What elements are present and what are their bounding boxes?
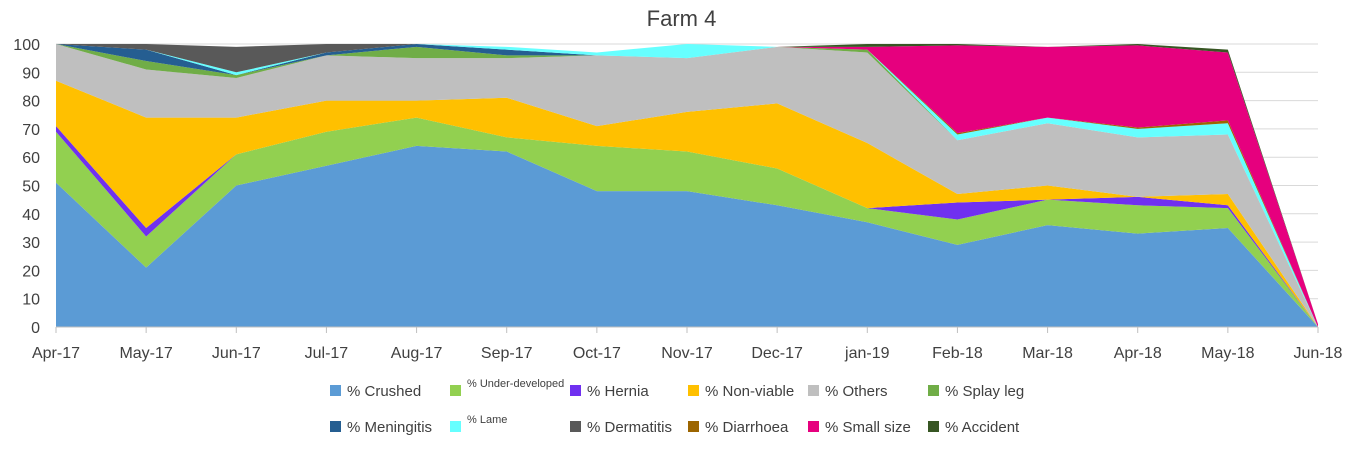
y-tick-label: 100: [13, 37, 40, 54]
x-tick-label: May-17: [119, 345, 172, 362]
legend-swatch-others: [808, 385, 819, 396]
x-tick-label: Jun-17: [212, 345, 261, 362]
legend-label-lame: % Lame: [467, 414, 507, 426]
legend-swatch-hernia: [570, 385, 581, 396]
legend-swatch-lame: [450, 421, 461, 432]
x-tick-label: Oct-17: [573, 345, 621, 362]
x-tick-label: Jun-18: [1294, 345, 1343, 362]
y-tick-label: 20: [22, 263, 40, 280]
x-tick-label: jan-19: [844, 345, 890, 362]
legend-swatch-non-viable: [688, 385, 699, 396]
y-tick-label: 90: [22, 65, 40, 82]
area-series-under-developed: [56, 117, 1318, 327]
y-tick-label: 60: [22, 150, 40, 167]
legend-swatch-accident: [928, 421, 939, 432]
legend-swatch-diarrhoea: [688, 421, 699, 432]
x-tick-label: Apr-18: [1114, 345, 1162, 362]
legend-label-crushed: % Crushed: [347, 383, 421, 400]
area-layer: [56, 44, 1318, 327]
y-tick-label: 10: [22, 292, 40, 309]
legend-label-accident: % Accident: [945, 419, 1020, 436]
legend-swatch-splay-leg: [928, 385, 939, 396]
y-tick-label: 40: [22, 207, 40, 224]
x-tick-label: Mar-18: [1022, 345, 1073, 362]
x-tick-label: Nov-17: [661, 345, 713, 362]
legend-swatch-crushed: [330, 385, 341, 396]
legend-swatch-small-size: [808, 421, 819, 432]
y-tick-label: 30: [22, 235, 40, 252]
x-tick-label: May-18: [1201, 345, 1254, 362]
chart-title: Farm 4: [646, 6, 717, 31]
x-tick-label: Sep-17: [481, 345, 533, 362]
x-tick-label: Jul-17: [305, 345, 349, 362]
legend-label-small-size: % Small size: [825, 419, 911, 436]
y-tick-label: 80: [22, 94, 40, 111]
x-tick-label: Feb-18: [932, 345, 983, 362]
area-series-crushed: [56, 145, 1318, 327]
axis-layer: 0 10 20 30 40 50 60 70 80 90 100 Apr-17 May-17 Jun-17…: [13, 37, 1342, 362]
x-tick-label: Aug-17: [391, 345, 443, 362]
legend-label-under-developed: % Under-developed: [467, 378, 564, 390]
area-series-non-viable: [56, 80, 1318, 327]
legend-swatch-under-developed: [450, 385, 461, 396]
y-tick-label: 70: [22, 122, 40, 139]
y-tick-label: 0: [31, 320, 40, 337]
legend-label-splay-leg: % Splay leg: [945, 383, 1024, 400]
area-series-others: [56, 44, 1318, 327]
legend-label-non-viable: % Non-viable: [705, 383, 794, 400]
area-series-small-size: [56, 44, 1318, 327]
legend-label-dermatitis: % Dermatitis: [587, 419, 672, 436]
legend-label-hernia: % Hernia: [587, 383, 649, 400]
x-tick-label: Dec-17: [751, 345, 803, 362]
area-series-splay-leg: [56, 44, 1318, 327]
legend-swatch-meningitis: [330, 421, 341, 432]
legend-label-diarrhoea: % Diarrhoea: [705, 419, 789, 436]
legend-label-meningitis: % Meningitis: [347, 419, 432, 436]
legend-label-others: % Others: [825, 383, 888, 400]
legend: % Crushed % Under-developed % Hernia % Non-…: [330, 378, 1024, 436]
y-tick-label: 50: [22, 179, 40, 196]
x-tick-label: Apr-17: [32, 345, 80, 362]
legend-swatch-dermatitis: [570, 421, 581, 432]
